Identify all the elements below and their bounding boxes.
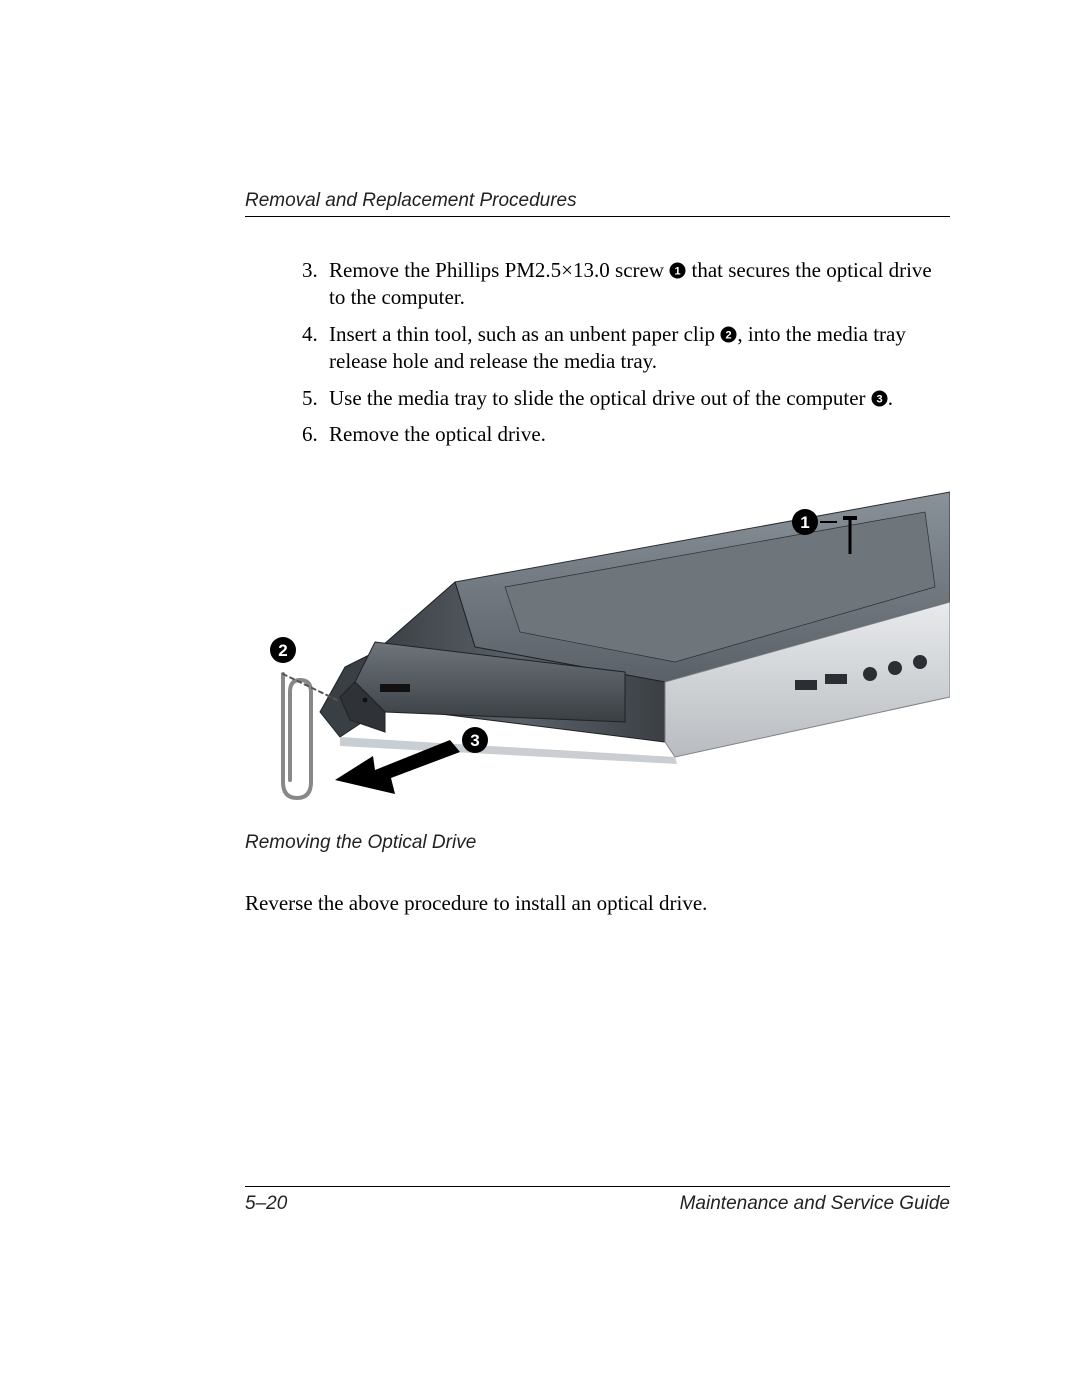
content-area: Removal and Replacement Procedures Remov… <box>245 190 950 918</box>
audio-jack-icon <box>863 667 877 681</box>
eject-pinhole-icon <box>363 698 368 703</box>
drive-slot-icon <box>380 684 410 692</box>
callout-bullet-icon: 2 <box>720 326 737 343</box>
callout-1: 1 <box>792 509 818 535</box>
figure-optical-drive: 1 2 3 <box>245 482 950 822</box>
audio-jack-icon <box>913 655 927 669</box>
page-number: 5–20 <box>245 1193 287 1215</box>
callout-3: 3 <box>462 727 488 753</box>
step-item: Insert a thin tool, such as an unbent pa… <box>323 321 950 375</box>
step-item: Remove the Phillips PM2.5×13.0 screw 1 t… <box>323 257 950 311</box>
svg-text:3: 3 <box>470 731 479 750</box>
audio-jack-icon <box>888 661 902 675</box>
svg-text:1: 1 <box>800 513 809 532</box>
callout-bullet-icon: 3 <box>871 390 888 407</box>
usb-port-icon <box>825 674 847 684</box>
front-edge-highlight <box>340 737 677 764</box>
svg-text:2: 2 <box>278 641 287 660</box>
step-item: Remove the optical drive. <box>323 421 950 448</box>
footer-rule <box>245 1186 950 1187</box>
step-item: Use the media tray to slide the optical … <box>323 385 950 412</box>
page-footer: 5–20 Maintenance and Service Guide <box>245 1186 950 1215</box>
closing-paragraph: Reverse the above procedure to install a… <box>245 890 950 917</box>
header-rule <box>245 216 950 217</box>
usb-port-icon <box>795 680 817 690</box>
svg-text:3: 3 <box>876 393 882 405</box>
callout-bullet-icon: 1 <box>669 262 686 279</box>
step-list: Remove the Phillips PM2.5×13.0 screw 1 t… <box>299 257 950 448</box>
paperclip-icon <box>283 674 337 798</box>
callout-2: 2 <box>270 637 296 663</box>
page: Removal and Replacement Procedures Remov… <box>0 0 1080 1397</box>
svg-text:1: 1 <box>675 266 681 278</box>
svg-text:2: 2 <box>726 329 732 341</box>
figure-caption: Removing the Optical Drive <box>245 832 950 854</box>
manual-title: Maintenance and Service Guide <box>680 1193 950 1215</box>
section-header: Removal and Replacement Procedures <box>245 190 950 212</box>
diagram-svg: 1 2 3 <box>245 482 950 822</box>
